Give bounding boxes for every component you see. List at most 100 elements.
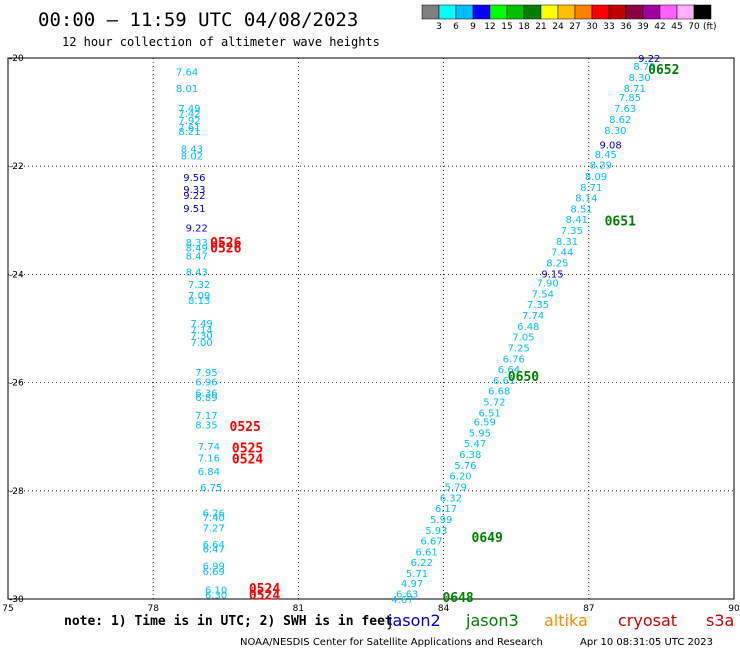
wave-height-value: 8.71 bbox=[580, 183, 602, 194]
legend-swatch bbox=[540, 4, 559, 20]
legend-swatch bbox=[557, 4, 576, 20]
wave-height-value: 4.97 bbox=[401, 579, 423, 590]
wave-height-value: 7.61 bbox=[178, 123, 200, 134]
legend-tick-label: 33 bbox=[603, 22, 614, 32]
wave-height-value: 7.90 bbox=[537, 279, 559, 290]
wave-height-value: 6.17 bbox=[435, 504, 457, 515]
wave-height-value: 6.10 bbox=[205, 585, 227, 596]
legend-swatch bbox=[659, 4, 678, 20]
legend-swatch bbox=[625, 4, 644, 20]
pass-time-label: 0526 bbox=[210, 241, 241, 256]
legend-swatch bbox=[421, 4, 440, 20]
map-subtitle: 12 hour collection of altimeter wave hei… bbox=[62, 35, 380, 49]
wave-height-value: 8.41 bbox=[566, 215, 588, 226]
legend-tick-label: 45 bbox=[671, 22, 682, 32]
legend-swatch bbox=[608, 4, 627, 20]
wave-height-value: 7.92 bbox=[178, 116, 200, 127]
wave-height-value: 7.25 bbox=[507, 343, 529, 354]
wave-height-value: 7.42 bbox=[178, 109, 200, 120]
y-tick-label: -26 bbox=[9, 379, 24, 389]
legend-tick-label: 24 bbox=[552, 22, 564, 32]
wave-height-value: 6.84 bbox=[198, 467, 220, 478]
wave-height-value: 6.51 bbox=[478, 408, 500, 419]
wave-height-value: 8.71 bbox=[624, 84, 646, 95]
wave-height-value: 8.29 bbox=[590, 161, 612, 172]
legend-unit: (ft) bbox=[703, 22, 717, 32]
legend-tick-label: 36 bbox=[620, 22, 632, 32]
y-axis: -20 -22 -24 -26 -28 -30 bbox=[9, 54, 24, 605]
wave-height-value: 7.54 bbox=[532, 289, 554, 300]
wave-height-value: 8.30 bbox=[628, 73, 650, 84]
wave-height-value: 7.14 bbox=[190, 326, 212, 337]
satellite-legend: jason2 jason3 altika cryosat s3a bbox=[387, 611, 734, 630]
wave-height-value: 7.35 bbox=[527, 300, 549, 311]
pass-time-label: 0652 bbox=[648, 63, 679, 78]
map-title: 00:00 – 11:59 UTC 04/08/2023 bbox=[38, 9, 358, 31]
legend-swatch bbox=[472, 4, 491, 20]
wave-height-value: 8.02 bbox=[181, 151, 203, 162]
wave-height-value: 7.27 bbox=[203, 524, 225, 535]
wave-height-value: 8.43 bbox=[186, 268, 208, 279]
wave-height-value: 6.63 bbox=[396, 590, 418, 601]
pass-time-label: 0524 bbox=[232, 452, 263, 467]
legend-tick-label: 30 bbox=[586, 22, 598, 32]
satellite-name: s3a bbox=[706, 611, 734, 630]
x-tick-label: 75 bbox=[2, 604, 13, 614]
legend-tick-label: 27 bbox=[569, 22, 580, 32]
wave-height-value: 7.64 bbox=[176, 68, 198, 79]
pass-time-label: 0650 bbox=[508, 370, 539, 385]
y-tick-label: -22 bbox=[9, 162, 24, 172]
legend-tick-label: 70 bbox=[688, 22, 700, 32]
wave-height-value: 6.48 bbox=[517, 322, 539, 333]
wave-height-value: 6.64 bbox=[498, 365, 520, 376]
wave-height-value: 6.76 bbox=[503, 354, 525, 365]
wave-height-value: 8.47 bbox=[186, 251, 208, 262]
wave-height-value: 6.38 bbox=[459, 450, 481, 461]
wave-height-value: 8.33 bbox=[186, 238, 208, 249]
legend-swatch bbox=[506, 4, 525, 20]
wave-height-value: 7.49 bbox=[178, 104, 200, 115]
wave-height-value: 8.79 bbox=[633, 62, 655, 73]
satellite-name: altika bbox=[544, 611, 588, 630]
wave-height-value: 9.33 bbox=[183, 185, 205, 196]
wave-height-value: 6.96 bbox=[195, 378, 217, 389]
wave-height-value: 9.22 bbox=[638, 54, 660, 65]
wave-height-value: 6.59 bbox=[474, 418, 496, 429]
wave-height-value: 7.05 bbox=[512, 333, 534, 344]
pass-time-label: 0649 bbox=[472, 531, 503, 546]
wave-height-value: 5.95 bbox=[469, 428, 491, 439]
x-axis: 75 78 81 84 87 90 bbox=[2, 604, 740, 614]
wave-height-value: 6.20 bbox=[449, 472, 471, 483]
x-tick-label: 84 bbox=[438, 604, 450, 614]
pass-time-label: 0525 bbox=[230, 420, 261, 435]
pass-time-label: 0524 bbox=[249, 589, 280, 604]
wave-height-value: 6.32 bbox=[440, 493, 462, 504]
pass-time-label: 0651 bbox=[605, 214, 636, 229]
wave-height-value: 7.35 bbox=[561, 226, 583, 237]
wave-height-value: 9.08 bbox=[599, 141, 621, 152]
wave-height-value: 5.71 bbox=[406, 569, 428, 580]
wave-height-value: 7.49 bbox=[190, 319, 212, 330]
wave-height-value: 8.09 bbox=[585, 172, 607, 183]
x-tick-label: 87 bbox=[583, 604, 594, 614]
legend-swatch bbox=[591, 4, 610, 20]
wave-height-value: 8.13 bbox=[188, 296, 210, 307]
wave-height-value: 7.74 bbox=[198, 442, 220, 453]
wave-height-value: 6.61 bbox=[416, 547, 438, 558]
wave-height-value: 7.32 bbox=[188, 280, 210, 291]
legend-swatch bbox=[642, 4, 661, 20]
wave-height-value: 7.95 bbox=[195, 368, 217, 379]
wave-height-value: 6.64 bbox=[203, 540, 225, 551]
wave-height-value: 7.17 bbox=[195, 411, 217, 422]
satellite-name: jason3 bbox=[465, 611, 519, 630]
wave-height-value: 7.40 bbox=[203, 513, 225, 524]
legend-swatch bbox=[693, 4, 712, 20]
x-tick-label: 81 bbox=[293, 604, 304, 614]
wave-height-value: 6.69 bbox=[203, 567, 225, 578]
wave-height-value: 6.47 bbox=[203, 545, 225, 556]
satellite-name: jason2 bbox=[387, 611, 441, 630]
wave-height-value: 8.45 bbox=[595, 150, 617, 161]
pass-time-labels: 0526052605250525052405240524065206510650… bbox=[210, 63, 679, 606]
legend-tick-label: 9 bbox=[470, 22, 476, 32]
